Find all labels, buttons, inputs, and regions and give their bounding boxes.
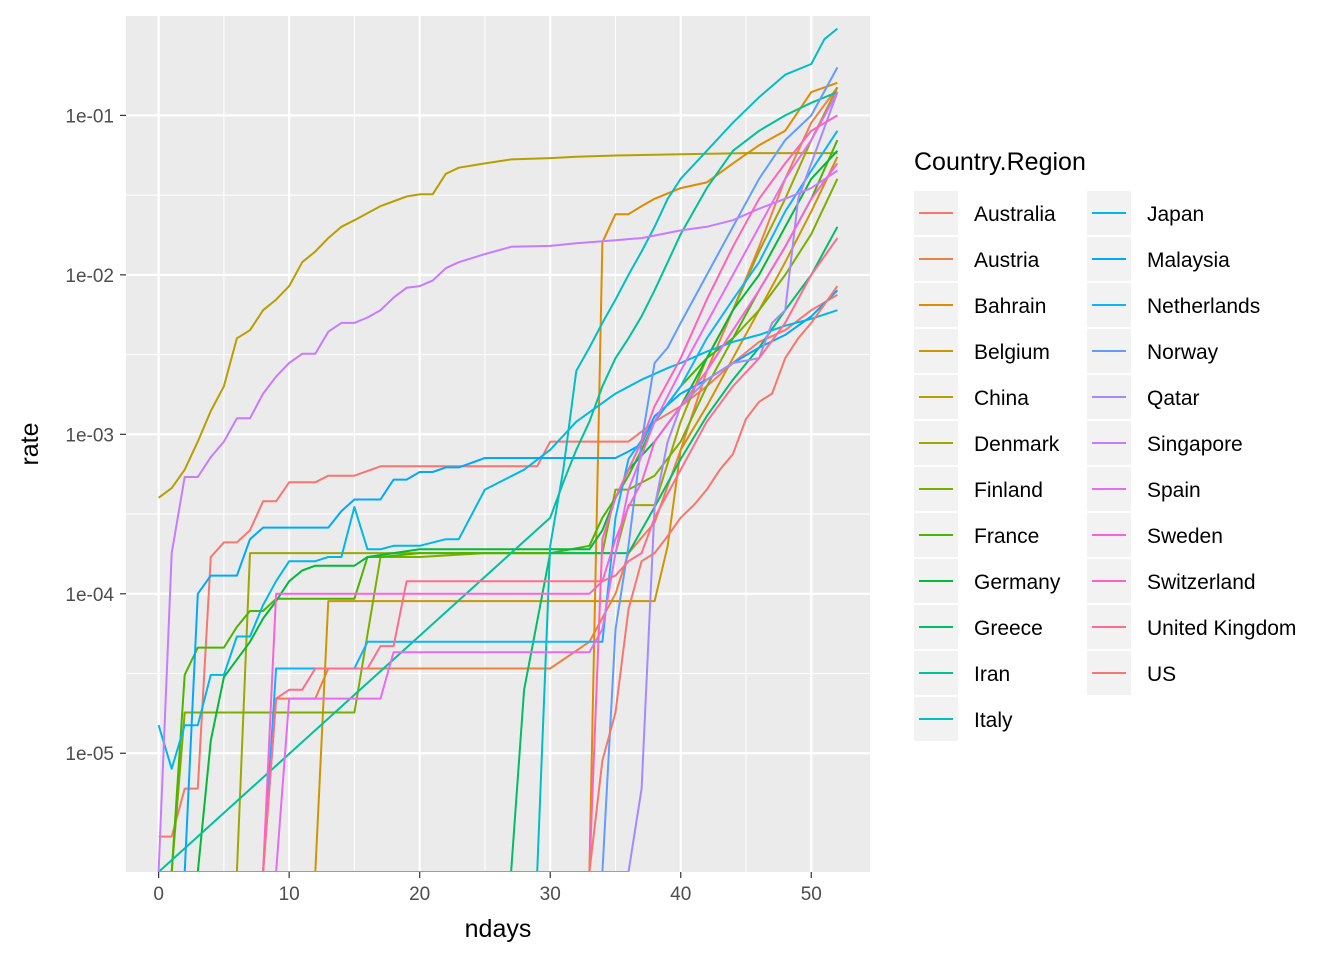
series-line-united-kingdom bbox=[158, 237, 839, 872]
legend-item: Malaysia bbox=[1087, 237, 1230, 281]
legend-item: Italy bbox=[914, 697, 1013, 741]
legend-item: United Kingdom bbox=[1087, 605, 1296, 649]
series-line-switzerland bbox=[158, 114, 838, 872]
legend-label: Singapore bbox=[1147, 433, 1243, 456]
y-tick-label: 1e-03 bbox=[65, 425, 114, 446]
legend-label: Belgium bbox=[974, 341, 1050, 364]
series-line-spain bbox=[158, 91, 839, 872]
legend-label: Austria bbox=[974, 249, 1040, 272]
series-line-bahrain bbox=[158, 81, 838, 872]
legend-item: Belgium bbox=[914, 329, 1050, 373]
series-line-greece bbox=[158, 226, 839, 872]
series-line-austria bbox=[158, 86, 839, 872]
series-line-australia bbox=[158, 293, 838, 838]
series-line-qatar bbox=[158, 91, 839, 872]
legend-label: Germany bbox=[974, 571, 1061, 594]
legend-label: United Kingdom bbox=[1147, 617, 1296, 640]
legend-item: Norway bbox=[1087, 329, 1219, 373]
legend-item: France bbox=[914, 513, 1039, 557]
legend-item: US bbox=[1087, 651, 1176, 695]
x-tick-label: 20 bbox=[409, 884, 430, 905]
legend-item: Netherlands bbox=[1087, 283, 1260, 327]
legend-item: Australia bbox=[914, 191, 1056, 235]
x-tick-label: 30 bbox=[540, 884, 561, 905]
legend-item: Denmark bbox=[914, 421, 1060, 465]
legend-item: Greece bbox=[914, 605, 1043, 649]
legend-item: China bbox=[914, 375, 1029, 419]
legend-title: Country.Region bbox=[914, 148, 1086, 176]
y-tick-label: 1e-05 bbox=[65, 744, 114, 765]
legend-label: Iran bbox=[974, 663, 1010, 686]
legend-label: Italy bbox=[974, 709, 1013, 732]
x-tick-label: 10 bbox=[279, 884, 300, 905]
legend-label: Norway bbox=[1147, 341, 1219, 364]
y-tick-label: 1e-01 bbox=[65, 106, 114, 127]
legend-item: Iran bbox=[914, 651, 1010, 695]
legend-label: US bbox=[1147, 663, 1176, 686]
x-tick-label: 0 bbox=[153, 884, 164, 905]
legend-label: Greece bbox=[974, 617, 1043, 640]
legend-label: Sweden bbox=[1147, 525, 1223, 548]
x-axis: 0 10 20 30 40 50 bbox=[153, 872, 822, 905]
series-line-belgium bbox=[158, 156, 839, 872]
series-line-germany bbox=[158, 150, 839, 872]
y-tick-label: 1e-04 bbox=[65, 585, 114, 606]
series-line-france bbox=[158, 139, 839, 872]
series-line-sweden bbox=[158, 162, 839, 872]
y-axis: 1e-05 1e-04 1e-03 1e-02 1e-01 bbox=[65, 106, 126, 765]
legend-item: Singapore bbox=[1087, 421, 1243, 465]
legend-label: Qatar bbox=[1147, 387, 1200, 410]
legend-label: Australia bbox=[974, 203, 1056, 226]
series-line-china bbox=[158, 152, 838, 499]
legend: Australia Austria Bahrain Belgium China Denma… bbox=[914, 191, 1296, 741]
legend-item: Spain bbox=[1087, 467, 1201, 511]
legend-label: Japan bbox=[1147, 203, 1204, 226]
legend-label: Bahrain bbox=[974, 295, 1046, 318]
legend-label: Malaysia bbox=[1147, 249, 1230, 272]
series-line-us bbox=[158, 285, 839, 872]
series-line-japan bbox=[157, 309, 838, 770]
legend-item: Bahrain bbox=[914, 283, 1046, 327]
legend-item: Finland bbox=[914, 467, 1043, 511]
legend-item: Switzerland bbox=[1087, 559, 1256, 603]
series-line-singapore bbox=[157, 169, 838, 872]
legend-label: Spain bbox=[1147, 479, 1201, 502]
legend-label: China bbox=[974, 387, 1029, 410]
series-line-denmark bbox=[158, 86, 839, 872]
plot-panel bbox=[126, 16, 870, 872]
legend-item: Germany bbox=[914, 559, 1061, 603]
legend-label: Finland bbox=[974, 479, 1043, 502]
legend-label: France bbox=[974, 525, 1039, 548]
legend-item: Qatar bbox=[1087, 375, 1200, 419]
grid-minor bbox=[126, 16, 870, 872]
y-axis-title: rate bbox=[16, 422, 44, 465]
x-tick-label: 50 bbox=[801, 884, 822, 905]
legend-item: Sweden bbox=[1087, 513, 1223, 557]
series-line-malaysia bbox=[158, 289, 839, 872]
legend-item: Japan bbox=[1087, 191, 1204, 235]
series-line-iran bbox=[157, 91, 838, 872]
legend-label: Switzerland bbox=[1147, 571, 1256, 594]
x-tick-label: 40 bbox=[670, 884, 691, 905]
series-line-italy bbox=[158, 27, 839, 872]
x-axis-title: ndays bbox=[465, 915, 532, 943]
legend-item: Austria bbox=[914, 237, 1040, 281]
legend-label: Netherlands bbox=[1147, 295, 1260, 318]
legend-label: Denmark bbox=[974, 433, 1060, 456]
series-lines bbox=[157, 27, 839, 872]
y-tick-label: 1e-02 bbox=[65, 266, 114, 287]
series-line-norway bbox=[158, 66, 839, 872]
